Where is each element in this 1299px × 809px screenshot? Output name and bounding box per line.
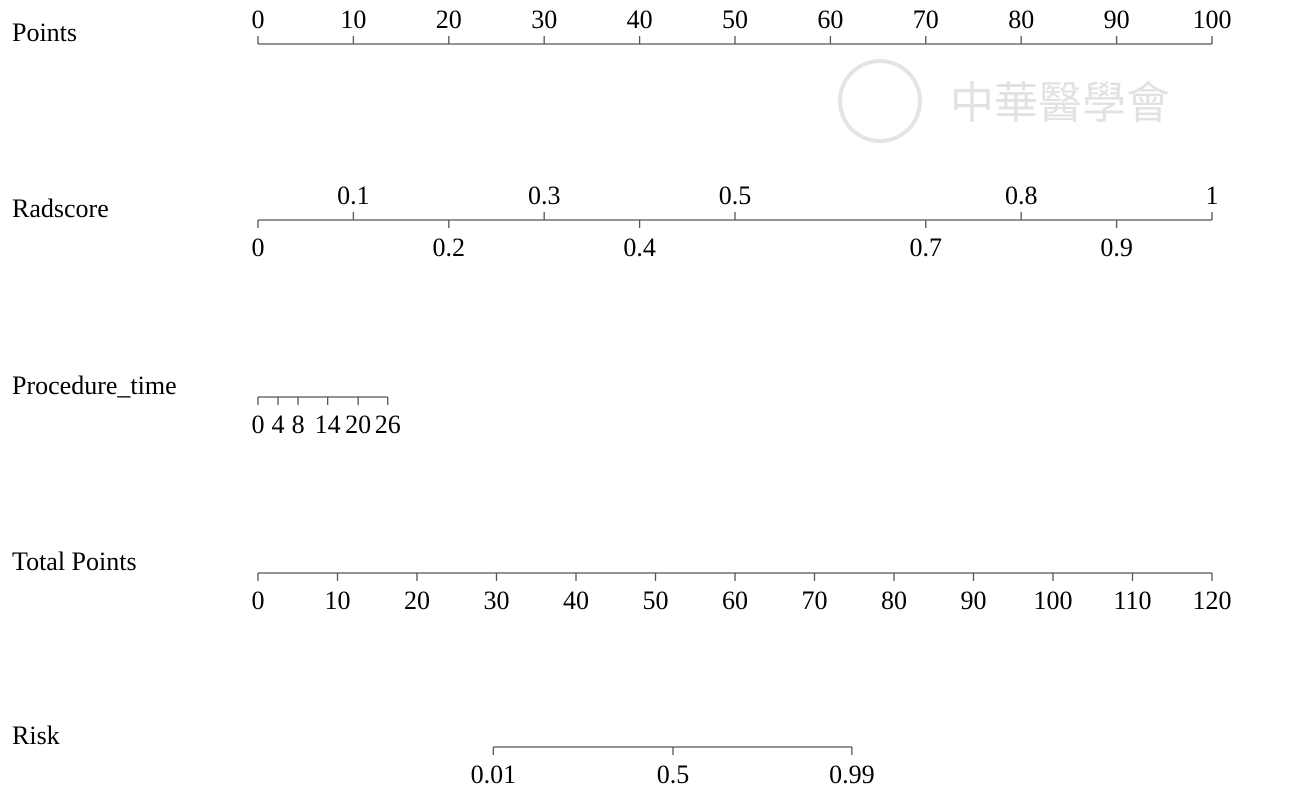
tick-label: 60 bbox=[817, 5, 843, 34]
tick-label: 0.7 bbox=[910, 233, 943, 262]
row-label: Procedure_time bbox=[12, 371, 177, 400]
watermark: 中華醫學會 bbox=[950, 79, 1170, 128]
tick-label: 100 bbox=[1034, 586, 1073, 615]
tick-label: 80 bbox=[1008, 5, 1034, 34]
tick-label: 100 bbox=[1193, 5, 1232, 34]
tick-label: 20 bbox=[436, 5, 462, 34]
tick-label: 0 bbox=[252, 586, 265, 615]
tick-label: 0.5 bbox=[657, 760, 690, 789]
tick-label: 110 bbox=[1113, 586, 1151, 615]
tick-label: 120 bbox=[1193, 586, 1232, 615]
tick-label: 14 bbox=[315, 410, 341, 439]
tick-label: 26 bbox=[375, 410, 401, 439]
tick-label: 50 bbox=[643, 586, 669, 615]
tick-label: 0 bbox=[252, 410, 265, 439]
tick-label: 4 bbox=[272, 410, 285, 439]
tick-label: 30 bbox=[531, 5, 557, 34]
tick-label: 20 bbox=[404, 586, 430, 615]
tick-label: 0.8 bbox=[1005, 181, 1038, 210]
tick-label: 0.2 bbox=[433, 233, 466, 262]
tick-label: 8 bbox=[292, 410, 305, 439]
row-label: Radscore bbox=[12, 194, 109, 223]
tick-label: 10 bbox=[325, 586, 351, 615]
tick-label: 20 bbox=[345, 410, 371, 439]
tick-label: 10 bbox=[340, 5, 366, 34]
tick-label: 60 bbox=[722, 586, 748, 615]
tick-label: 0 bbox=[252, 5, 265, 34]
row-label: Total Points bbox=[12, 547, 137, 576]
tick-label: 0.1 bbox=[337, 181, 370, 210]
tick-label: 0.99 bbox=[829, 760, 875, 789]
tick-label: 80 bbox=[881, 586, 907, 615]
watermark-logo bbox=[838, 59, 922, 143]
tick-label: 70 bbox=[802, 586, 828, 615]
tick-label: 90 bbox=[1104, 5, 1130, 34]
row-label: Points bbox=[12, 18, 77, 47]
tick-label: 50 bbox=[722, 5, 748, 34]
tick-label: 0.5 bbox=[719, 181, 752, 210]
tick-label: 0 bbox=[252, 233, 265, 262]
tick-label: 0.01 bbox=[471, 760, 517, 789]
tick-label: 0.3 bbox=[528, 181, 561, 210]
row-label: Risk bbox=[12, 721, 60, 750]
tick-label: 30 bbox=[484, 586, 510, 615]
tick-label: 40 bbox=[627, 5, 653, 34]
tick-label: 90 bbox=[961, 586, 987, 615]
tick-label: 0.4 bbox=[623, 233, 656, 262]
tick-label: 1 bbox=[1206, 181, 1219, 210]
tick-label: 40 bbox=[563, 586, 589, 615]
tick-label: 70 bbox=[913, 5, 939, 34]
tick-label: 0.9 bbox=[1100, 233, 1133, 262]
